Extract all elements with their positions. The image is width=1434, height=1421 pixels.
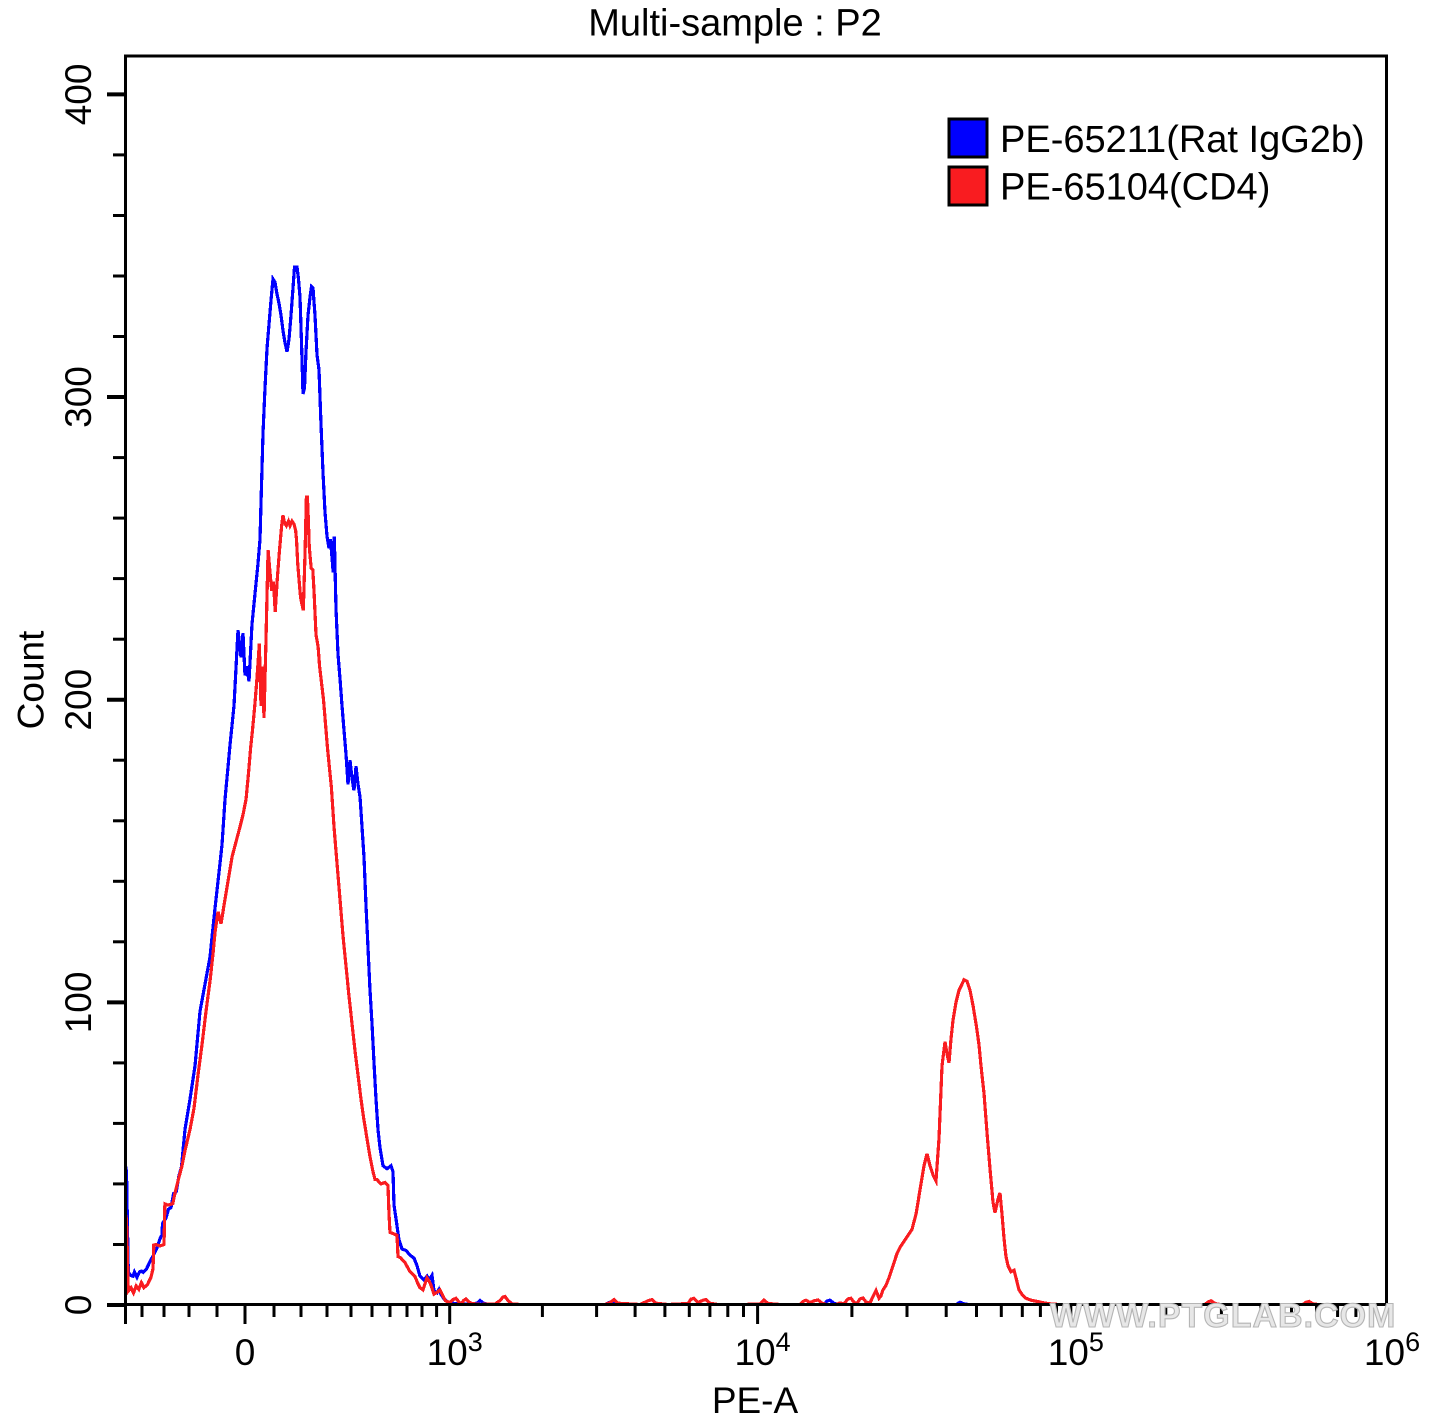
svg-text:100: 100 (58, 972, 99, 1034)
svg-text:PE-A: PE-A (712, 1380, 799, 1421)
svg-text:PE-65104(CD4): PE-65104(CD4) (1000, 167, 1270, 209)
svg-text:Multi-sample : P2: Multi-sample : P2 (588, 3, 882, 45)
svg-text:400: 400 (58, 64, 99, 126)
svg-text:PE-65211(Rat IgG2b): PE-65211(Rat IgG2b) (1000, 119, 1365, 161)
svg-text:WWW.PTGLAB.COM: WWW.PTGLAB.COM (1050, 1297, 1396, 1335)
svg-text:Count: Count (11, 630, 52, 729)
svg-text:0: 0 (58, 1295, 99, 1316)
svg-text:300: 300 (58, 366, 99, 428)
svg-text:106: 106 (1364, 1327, 1420, 1373)
svg-text:0: 0 (235, 1332, 256, 1373)
svg-text:200: 200 (58, 669, 99, 731)
